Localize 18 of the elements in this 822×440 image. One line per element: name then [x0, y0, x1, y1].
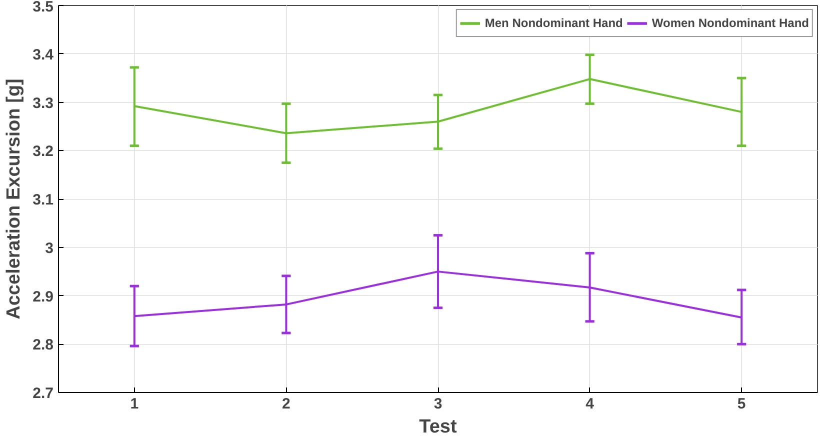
y-axis-title: Acceleration Excursion [g] [4, 78, 25, 320]
y-tick-label: 3.2 [32, 143, 54, 160]
x-tick-label: 1 [130, 396, 139, 412]
y-tick-label: 3.4 [32, 46, 54, 64]
legend-label: Men Nondominant Hand [484, 16, 623, 30]
y-tick-label: 2.9 [32, 288, 54, 306]
y-tick-label: 2.8 [32, 336, 54, 354]
x-tick-label: 5 [737, 396, 746, 412]
x-tick-label: 2 [282, 396, 290, 412]
y-tick-label: 2.7 [32, 385, 54, 402]
y-tick-label: 3.3 [32, 94, 54, 112]
x-tick-label: 3 [434, 396, 442, 412]
x-axis-title: Test [419, 416, 458, 438]
y-tick-label: 3 [45, 240, 54, 257]
legend-label: Women Nondominant Hand [652, 16, 809, 30]
x-tick-label: 4 [586, 396, 595, 412]
y-tick-label: 3.1 [32, 192, 54, 208]
y-tick-label: 3.5 [32, 0, 54, 16]
